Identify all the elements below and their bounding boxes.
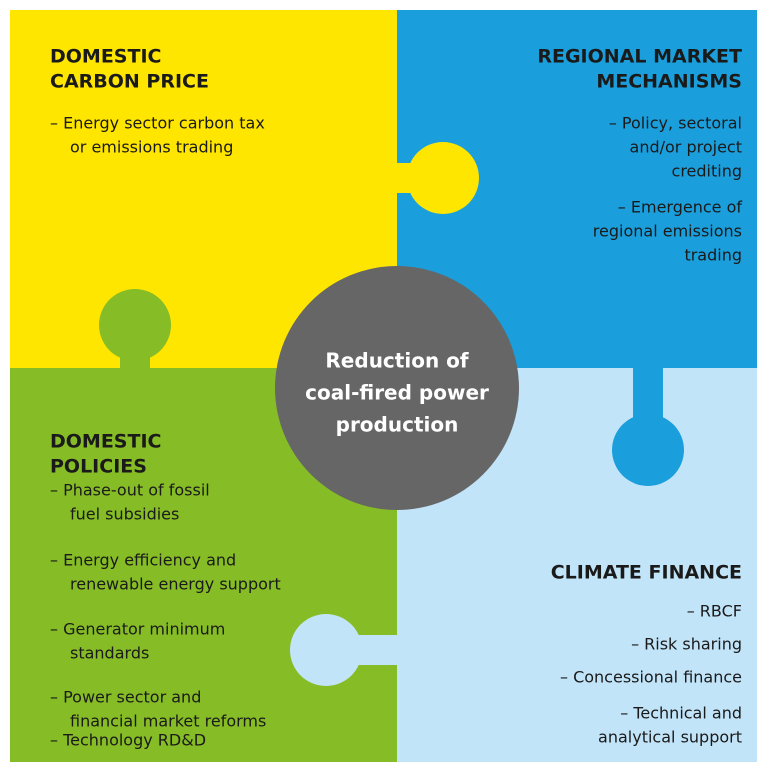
center-text: coal-fired power [305, 381, 489, 405]
knob [612, 414, 684, 486]
bullet-item: fuel subsidies [70, 505, 179, 524]
center-text: Reduction of [325, 349, 468, 373]
bullet-item: – Generator minimum [50, 620, 225, 639]
bullet-item: standards [70, 644, 149, 663]
quadrant-title: MECHANISMS [596, 71, 742, 93]
bullet-item: – Emergence of [618, 198, 743, 217]
knob [407, 142, 479, 214]
bullet-item: and/or project [630, 138, 742, 157]
quadrant-title: REGIONAL MARKET [537, 46, 742, 68]
bullet-item: – Concessional finance [560, 668, 742, 687]
quadrant-title: CARBON PRICE [50, 71, 209, 93]
quadrant-title: POLICIES [50, 456, 147, 478]
knob [290, 614, 362, 686]
bullet-item: – Technology RD&D [50, 731, 206, 750]
bullet-item: – Energy efficiency and [50, 551, 236, 570]
bullet-item: – Technical and [620, 704, 742, 723]
quadrant-title: CLIMATE FINANCE [551, 562, 742, 584]
center-circle [275, 266, 519, 510]
bullet-item: or emissions trading [70, 138, 233, 157]
bullet-item: – Energy sector carbon tax [50, 114, 265, 133]
bullet-item: renewable energy support [70, 575, 281, 594]
labels: Reduction of coal-fired power production DO… [50, 46, 742, 750]
bullet-item: – Policy, sectoral [609, 114, 742, 133]
bullet-item: – Phase-out of fossil [50, 481, 210, 500]
bullet-item: financial market reforms [70, 712, 266, 731]
bullet-item: regional emissions [593, 222, 742, 241]
bullet-item: – RBCF [687, 602, 742, 621]
bullet-item: – Risk sharing [631, 635, 742, 654]
bullet-item: – Power sector and [50, 688, 201, 707]
bullet-item: crediting [672, 162, 742, 181]
bullet-item: trading [684, 246, 742, 265]
quadrant-title: DOMESTIC [50, 431, 161, 453]
quadrant-title: DOMESTIC [50, 46, 161, 68]
center-text: production [336, 413, 459, 437]
knob [99, 289, 171, 361]
bullet-item: analytical support [598, 728, 742, 747]
